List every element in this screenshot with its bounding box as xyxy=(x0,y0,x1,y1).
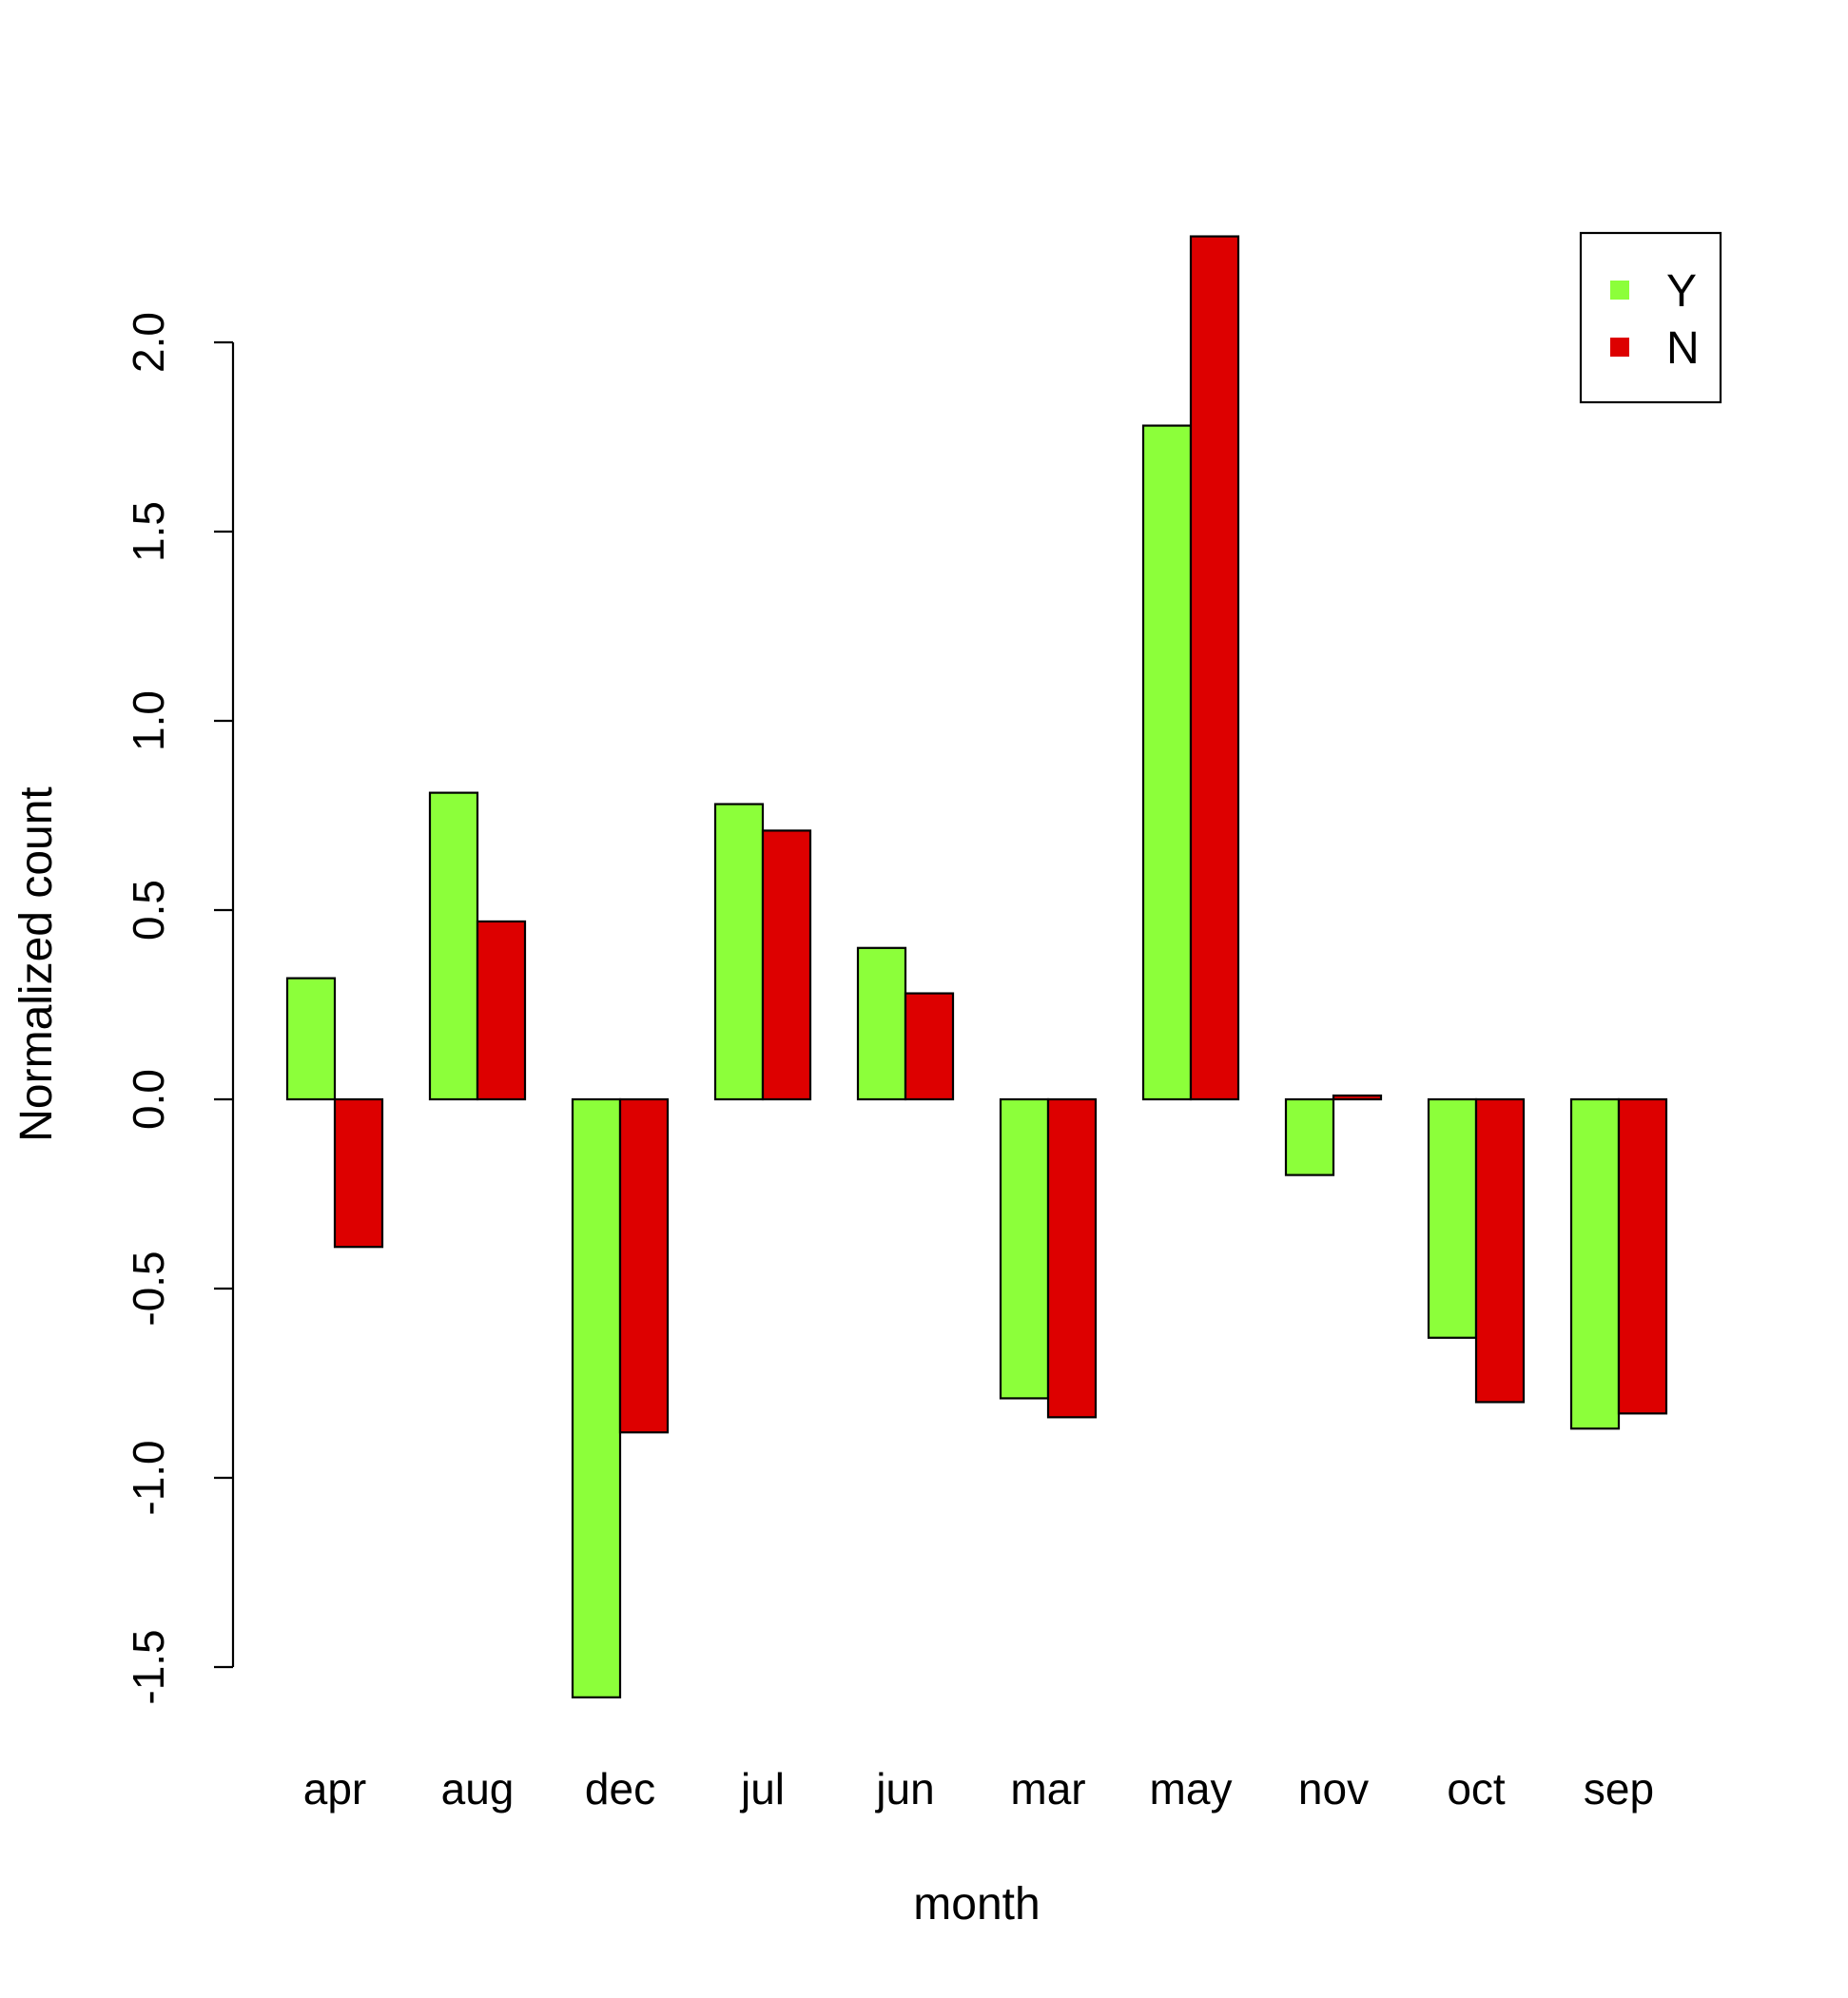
bar-N-jul xyxy=(761,829,812,1101)
y-tick-label: 1.0 xyxy=(124,690,173,751)
y-tick-label: 0.5 xyxy=(124,880,173,941)
bars-layer xyxy=(285,235,1668,1698)
bar-N-may xyxy=(1189,235,1240,1101)
y-tick-label: -0.5 xyxy=(124,1251,173,1326)
legend-label-N: N xyxy=(1666,323,1700,374)
legend-label-Y: Y xyxy=(1666,266,1697,317)
y-tick-label: -1.5 xyxy=(124,1629,173,1704)
y-tick-label: 0.0 xyxy=(124,1069,173,1130)
bar-N-sep xyxy=(1617,1097,1668,1415)
legend: YN xyxy=(1579,231,1722,404)
x-tick-label-may: may xyxy=(1150,1764,1233,1814)
bar-Y-nov xyxy=(1284,1097,1335,1176)
bar-Y-sep xyxy=(1569,1097,1621,1430)
bar-Y-jun xyxy=(856,946,907,1101)
x-tick-label-mar: mar xyxy=(1010,1764,1085,1814)
bar-Y-aug xyxy=(428,791,479,1101)
legend-swatch-N xyxy=(1610,338,1629,357)
x-tick-label-sep: sep xyxy=(1584,1764,1654,1814)
y-axis: -1.5 -1.0 -0.5 0.0 0.5 1.0 1.5 2.0 xyxy=(124,312,235,1705)
legend-swatch-Y xyxy=(1610,281,1629,300)
bar-Y-may xyxy=(1141,424,1193,1101)
bar-N-oct xyxy=(1474,1097,1526,1404)
bar-N-nov xyxy=(1332,1094,1383,1101)
x-tick-label-apr: apr xyxy=(303,1764,366,1814)
bar-Y-apr xyxy=(285,977,337,1101)
bar-Y-oct xyxy=(1427,1097,1478,1339)
bar-N-jun xyxy=(904,992,955,1101)
bar-N-dec xyxy=(618,1097,670,1434)
x-tick-label-jul: jul xyxy=(739,1764,785,1814)
y-axis-title: Normalized count xyxy=(11,786,62,1142)
y-tick-label: 1.5 xyxy=(124,501,173,562)
x-tick-label-nov: nov xyxy=(1298,1764,1369,1814)
x-tick-label-jun: jun xyxy=(874,1764,934,1814)
y-tick-label: -1.0 xyxy=(124,1440,173,1515)
legend-box xyxy=(1579,231,1722,404)
x-tick-label-dec: dec xyxy=(585,1764,655,1814)
x-tick-label-oct: oct xyxy=(1447,1764,1506,1814)
bar-N-apr xyxy=(333,1097,384,1249)
x-tick-label-aug: aug xyxy=(441,1764,515,1814)
x-axis-labels: apr aug dec jul jun mar may nov oct sep xyxy=(303,1764,1654,1814)
bar-Y-mar xyxy=(999,1097,1050,1400)
x-axis-title: month xyxy=(913,1879,1040,1930)
bar-N-aug xyxy=(476,920,527,1101)
bar-Y-jul xyxy=(713,803,765,1101)
bar-Y-dec xyxy=(571,1097,622,1698)
y-tick-label: 2.0 xyxy=(124,312,173,373)
bar-N-mar xyxy=(1046,1097,1098,1419)
